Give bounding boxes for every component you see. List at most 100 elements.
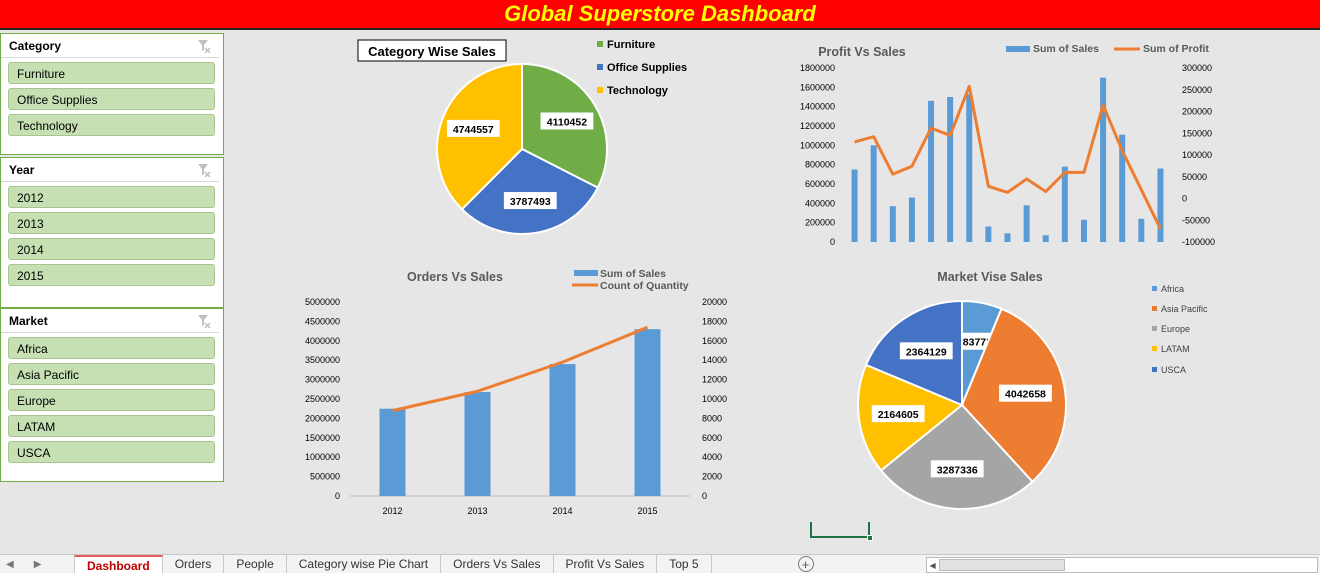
- orders-left-tick: 2000000: [305, 413, 340, 423]
- profit-sales-bar: [1157, 168, 1164, 242]
- category-pie-data-label: 4744557: [453, 124, 494, 136]
- profit-sales-bar: [985, 226, 992, 242]
- scroll-thumb[interactable]: [938, 559, 1065, 571]
- profit-left-tick: 0: [830, 237, 835, 247]
- category-pie-data-label: 4110452: [547, 116, 587, 128]
- tab-people[interactable]: People: [224, 555, 287, 573]
- market-pie-data-label: 783773: [957, 337, 992, 349]
- profit-sales-bar: [1061, 166, 1068, 242]
- scroll-right-icon[interactable]: ▶: [33, 558, 42, 570]
- profit-legend-sales-swatch: [1006, 46, 1030, 52]
- orders-legend-sales-label: Sum of Sales: [600, 268, 666, 280]
- slicer-item-europe[interactable]: Europe: [8, 389, 215, 411]
- profit-left-tick: 600000: [805, 179, 835, 189]
- market-legend-label: Europe: [1161, 324, 1190, 334]
- orders-legend-qty-label: Count of Quantity: [600, 280, 689, 292]
- profit-right-tick: 50000: [1182, 172, 1207, 182]
- profit-chart-title: Profit Vs Sales: [818, 45, 906, 59]
- market-legend-label: Africa: [1161, 284, 1184, 294]
- slicer-item-2015[interactable]: 2015: [8, 264, 215, 286]
- selected-cell[interactable]: [810, 522, 873, 541]
- category-pie-slice-office-supplies: [460, 147, 600, 235]
- profit-left-tick: 200000: [805, 218, 835, 228]
- slicer-item-latam[interactable]: LATAM: [8, 415, 215, 437]
- year-slicer-header: Year: [1, 158, 219, 182]
- category-legend-label: Technology: [607, 85, 669, 97]
- orders-legend-sales-swatch: [574, 270, 598, 276]
- tab-orders[interactable]: Orders: [163, 555, 225, 573]
- profit-left-tick: 800000: [805, 160, 835, 170]
- profit-sales-bar: [1042, 235, 1049, 242]
- profit-sales-bar: [1023, 205, 1030, 242]
- orders-left-tick: 4500000: [305, 316, 340, 326]
- slicer-item-furniture[interactable]: Furniture: [8, 62, 215, 84]
- category-legend-swatch: [597, 41, 603, 47]
- category-legend-swatch: [597, 87, 603, 93]
- tab-top-5[interactable]: Top 5: [657, 555, 712, 573]
- category-pie-data-label-box: [540, 112, 594, 130]
- slicer-item-africa[interactable]: Africa: [8, 337, 215, 359]
- market-pie-data-label: 2364129: [906, 346, 947, 358]
- tab-profit-vs-sales[interactable]: Profit Vs Sales: [554, 555, 658, 573]
- profit-line: [854, 84, 1162, 230]
- profit-right-tick: -50000: [1182, 215, 1210, 225]
- horizontal-scrollbar[interactable]: ◀: [925, 557, 1318, 573]
- profit-left-tick: 400000: [805, 198, 835, 208]
- category-legend-swatch: [597, 64, 603, 70]
- profit-sales-bar: [870, 145, 877, 242]
- market-slicer-title: Market: [9, 313, 48, 328]
- slicer-item-2014[interactable]: 2014: [8, 238, 215, 260]
- market-legend-swatch: [1152, 306, 1157, 311]
- orders-left-tick: 2500000: [305, 394, 340, 404]
- market-legend-swatch: [1152, 286, 1157, 291]
- orders-left-tick: 5000000: [305, 297, 340, 307]
- orders-sales-bar: [634, 329, 661, 496]
- profit-sales-bar: [1004, 233, 1011, 242]
- tab-category-wise-pie-chart[interactable]: Category wise Pie Chart: [287, 555, 442, 573]
- orders-left-tick: 3000000: [305, 375, 340, 385]
- category-pie-data-label-box: [446, 119, 500, 137]
- profit-sales-bar: [1080, 219, 1087, 242]
- orders-right-tick: 2000: [702, 472, 722, 482]
- fill-handle[interactable]: [867, 535, 873, 541]
- filter-clear-icon[interactable]: [197, 163, 211, 177]
- orders-right-tick: 8000: [702, 413, 722, 423]
- profit-legend-sales-label: Sum of Sales: [1033, 43, 1099, 55]
- scroll-left-arrow[interactable]: ◀: [929, 560, 936, 570]
- market-legend-label: USCA: [1161, 365, 1186, 375]
- profit-sales-bar: [928, 100, 935, 242]
- slicer-item-technology[interactable]: Technology: [8, 114, 215, 136]
- filter-clear-icon[interactable]: [197, 39, 211, 53]
- dashboard-banner: Global Superstore Dashboard: [0, 0, 1320, 30]
- market-pie-data-label-box: [871, 405, 925, 423]
- orders-x-tick: 2012: [382, 506, 402, 516]
- charts-canvas: Category Wise Sales 4110452 3787493 4744557…: [305, 39, 1215, 516]
- category-chart-title-box: [357, 39, 507, 62]
- profit-right-tick: 100000: [1182, 150, 1212, 160]
- tab-dashboard[interactable]: Dashboard: [74, 555, 163, 573]
- profit-left-tick: 1800000: [800, 63, 835, 73]
- slicer-item-2013[interactable]: 2013: [8, 212, 215, 234]
- profit-sales-bar: [889, 206, 896, 242]
- profit-legend-profit-label: Sum of Profit: [1143, 43, 1209, 55]
- slicer-item-2012[interactable]: 2012: [8, 186, 215, 208]
- scroll-left-icon[interactable]: ◀: [6, 558, 14, 570]
- orders-left-tick: 500000: [310, 472, 340, 482]
- filter-clear-icon[interactable]: [197, 314, 211, 328]
- profit-sales-bar: [1119, 134, 1126, 242]
- orders-right-tick: 16000: [702, 336, 727, 346]
- orders-right-tick: 0: [702, 491, 707, 501]
- slicer-item-usca[interactable]: USCA: [8, 441, 215, 463]
- add-sheet-icon[interactable]: +: [797, 556, 814, 572]
- market-pie-data-label: 3287336: [937, 464, 978, 476]
- profit-left-tick: 1000000: [800, 140, 835, 150]
- market-legend-swatch: [1152, 326, 1157, 331]
- market-pie-slice-europe: [879, 403, 1034, 510]
- market-pie-data-label-box: [899, 342, 953, 360]
- slicer-item-asia-pacific[interactable]: Asia Pacific: [8, 363, 215, 385]
- category-legend-label: Office Supplies: [607, 62, 687, 74]
- tab-orders-vs-sales[interactable]: Orders Vs Sales: [441, 555, 554, 573]
- orders-right-tick: 10000: [702, 394, 727, 404]
- market-slicer: Market Africa Asia Pacific Europe LATAM …: [0, 308, 224, 482]
- slicer-item-office-supplies[interactable]: Office Supplies: [8, 88, 215, 110]
